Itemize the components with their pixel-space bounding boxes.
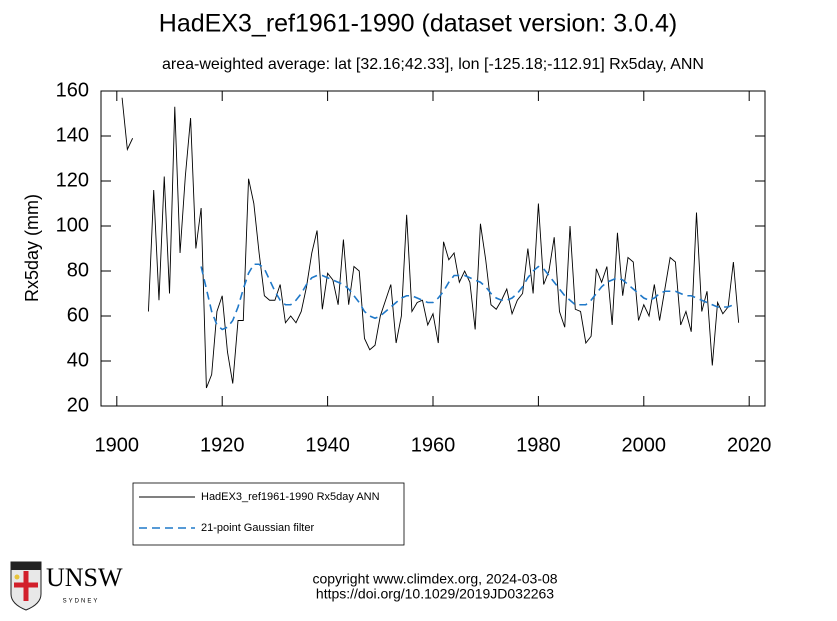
plot-frame bbox=[100, 90, 766, 407]
legend-box bbox=[132, 482, 405, 546]
y-tick-label: 120 bbox=[56, 169, 89, 191]
logo-cross bbox=[14, 571, 38, 601]
logo: UNSW SYDNEY bbox=[10, 561, 123, 611]
series-line bbox=[200, 263, 734, 331]
x-tick-label: 2000 bbox=[622, 434, 667, 456]
x-tick-label: 1920 bbox=[200, 434, 245, 456]
y-tick-label: 20 bbox=[67, 394, 89, 416]
y-tick-label: 60 bbox=[67, 304, 89, 326]
legend-label: 21-point Gaussian filter bbox=[201, 522, 314, 534]
series-line bbox=[121, 97, 740, 389]
x-tick-label: 1940 bbox=[305, 434, 350, 456]
footer-line: copyright www.climdex.org, 2024-03-08 bbox=[312, 571, 557, 587]
chart-subtitle: area-weighted average: lat [32.16;42.33]… bbox=[162, 56, 704, 73]
chart-title: HadEX3_ref1961-1990 (dataset version: 3.… bbox=[159, 10, 677, 38]
logo-text: UNSW bbox=[46, 563, 123, 592]
logo-lion bbox=[14, 574, 20, 580]
y-tick-label: 100 bbox=[56, 214, 89, 236]
logo-chief bbox=[11, 562, 41, 570]
y-tick-label: 80 bbox=[67, 259, 89, 281]
x-tick-label: 1960 bbox=[411, 434, 456, 456]
y-tick-label: 40 bbox=[67, 349, 89, 371]
legend-label: HadEX3_ref1961-1990 Rx5day ANN bbox=[201, 491, 380, 503]
y-axis-label: Rx5day (mm) bbox=[22, 194, 42, 302]
x-tick-label: 2020 bbox=[727, 434, 772, 456]
logo-subtext: SYDNEY bbox=[63, 599, 100, 605]
footer-line: https://doi.org/10.1029/2019JD032263 bbox=[316, 586, 554, 602]
x-tick-label: 1980 bbox=[516, 434, 561, 456]
y-tick-label: 140 bbox=[56, 124, 89, 146]
x-tick-label: 1900 bbox=[95, 434, 140, 456]
y-tick-label: 160 bbox=[56, 79, 89, 101]
